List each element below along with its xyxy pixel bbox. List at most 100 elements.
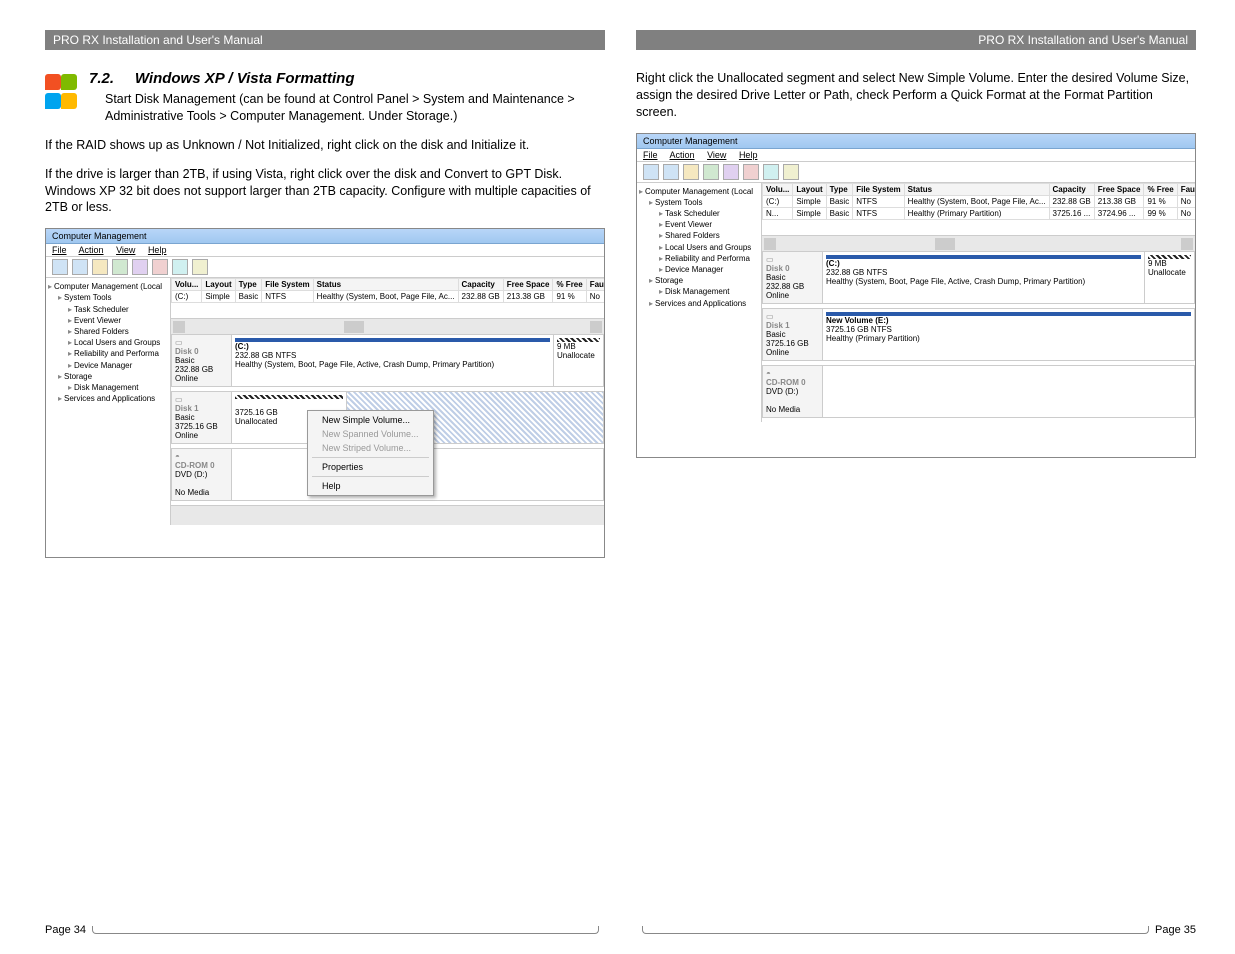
scroll-left-icon[interactable] [173, 321, 185, 333]
menu-view[interactable]: View [116, 245, 135, 255]
tree-item[interactable]: ▸Local Users and Groups [639, 242, 759, 253]
properties-icon[interactable] [132, 259, 148, 275]
disk-row[interactable]: ◓ CD-ROM 0 DVD (D:) No Media [762, 365, 1195, 418]
header-right: PRO RX Installation and User's Manual [636, 30, 1196, 50]
table-row[interactable]: N...SimpleBasicNTFSHealthy (Primary Part… [763, 207, 1196, 219]
back-icon[interactable] [52, 259, 68, 275]
menu-bar[interactable]: File Action View Help [46, 244, 604, 257]
menu-new-spanned-volume: New Spanned Volume... [308, 427, 433, 441]
refresh-icon[interactable] [703, 164, 719, 180]
column-header[interactable]: Status [904, 183, 1049, 195]
forward-icon[interactable] [72, 259, 88, 275]
table-row[interactable]: (C:)SimpleBasicNTFSHealthy (System, Boot… [172, 291, 605, 303]
extra-icon-1[interactable] [763, 164, 779, 180]
column-header[interactable]: Free Space [503, 279, 553, 291]
tree-item[interactable]: ▸Local Users and Groups [48, 337, 168, 348]
menu-file[interactable]: File [52, 245, 67, 255]
help-icon[interactable] [743, 164, 759, 180]
tree-item[interactable]: ▸Device Manager [48, 360, 168, 371]
forward-icon[interactable] [663, 164, 679, 180]
menu-action[interactable]: Action [670, 150, 695, 160]
tree-item[interactable]: ▸Event Viewer [639, 219, 759, 230]
tree-item[interactable]: ▸Storage [639, 275, 759, 286]
section-title: 7.2. Windows XP / Vista Formatting [45, 70, 605, 87]
extra-icon-2[interactable] [192, 259, 208, 275]
menu-action[interactable]: Action [79, 245, 104, 255]
scrollbar[interactable] [762, 235, 1195, 251]
tree-item[interactable]: ▸Device Manager [639, 264, 759, 275]
tree-item[interactable]: ▸Reliability and Performa [639, 253, 759, 264]
tree-item[interactable]: ▸Computer Management (Local [639, 186, 759, 197]
tree-item[interactable]: ▸Shared Folders [48, 326, 168, 337]
help-icon[interactable] [152, 259, 168, 275]
disk-row[interactable]: ▭ Disk 1 Basic 3725.16 GB Online 3725.16… [171, 391, 604, 444]
para-raid: If the RAID shows up as Unknown / Not In… [45, 137, 605, 154]
toolbar[interactable] [637, 162, 1195, 183]
menu-help[interactable]: Help [148, 245, 167, 255]
column-header[interactable]: Layout [202, 279, 235, 291]
menu-file[interactable]: File [643, 150, 658, 160]
para-gpt: If the drive is larger than 2TB, if usin… [45, 166, 605, 217]
tree-item[interactable]: ▸Services and Applications [639, 298, 759, 309]
column-header[interactable]: Capacity [458, 279, 503, 291]
column-header[interactable]: File System [262, 279, 313, 291]
up-icon[interactable] [683, 164, 699, 180]
menu-bar[interactable]: File Action View Help [637, 149, 1195, 162]
column-header[interactable]: File System [853, 183, 904, 195]
volume-table[interactable]: Volu...LayoutTypeFile SystemStatusCapaci… [171, 278, 604, 303]
menu-new-simple-volume[interactable]: New Simple Volume... [308, 413, 433, 427]
column-header[interactable]: Status [313, 279, 458, 291]
scroll-right-icon[interactable] [1181, 238, 1193, 250]
tree-item[interactable]: ▸System Tools [48, 292, 168, 303]
menu-help[interactable]: Help [308, 479, 433, 493]
scroll-right-icon[interactable] [590, 321, 602, 333]
scrollbar[interactable] [171, 318, 604, 334]
disk-pane: ▭ Disk 0 Basic 232.88 GB Online (C:) 232… [171, 334, 604, 501]
menu-view[interactable]: View [707, 150, 726, 160]
tree-item[interactable]: ▸Services and Applications [48, 393, 168, 404]
tree-item[interactable]: ▸Task Scheduler [48, 304, 168, 315]
column-header[interactable]: % Free [1144, 183, 1177, 195]
back-icon[interactable] [643, 164, 659, 180]
column-header[interactable]: % Free [553, 279, 586, 291]
tree-item[interactable]: ▸Shared Folders [639, 230, 759, 241]
volume-table[interactable]: Volu...LayoutTypeFile SystemStatusCapaci… [762, 183, 1195, 220]
disk-pane: ▭ Disk 0 Basic 232.88 GB Online (C:) 232… [762, 251, 1195, 418]
tree-item[interactable]: ▸Disk Management [639, 286, 759, 297]
column-header[interactable]: Volu... [172, 279, 202, 291]
table-row[interactable]: (C:)SimpleBasicNTFSHealthy (System, Boot… [763, 195, 1196, 207]
column-header[interactable]: Free Space [1094, 183, 1144, 195]
window-title: Computer Management [637, 134, 1195, 149]
scroll-thumb[interactable] [935, 238, 955, 250]
menu-properties[interactable]: Properties [308, 460, 433, 474]
column-header[interactable]: Type [826, 183, 853, 195]
disk-row[interactable]: ▭ Disk 0 Basic 232.88 GB Online (C:) 232… [762, 251, 1195, 304]
extra-icon-2[interactable] [783, 164, 799, 180]
scroll-thumb[interactable] [344, 321, 364, 333]
column-header[interactable]: Capacity [1049, 183, 1094, 195]
column-header[interactable]: Volu... [763, 183, 793, 195]
disk-row[interactable]: ▭ Disk 1 Basic 3725.16 GB Online New Vol… [762, 308, 1195, 361]
column-header[interactable]: Fault Toleran [586, 279, 604, 291]
column-header[interactable]: Type [235, 279, 262, 291]
disk-row[interactable]: ▭ Disk 0 Basic 232.88 GB Online (C:) 232… [171, 334, 604, 387]
nav-tree[interactable]: ▸Computer Management (Local▸System Tools… [46, 278, 171, 525]
tree-item[interactable]: ▸Computer Management (Local [48, 281, 168, 292]
column-header[interactable]: Layout [793, 183, 826, 195]
context-menu[interactable]: New Simple Volume... New Spanned Volume.… [307, 410, 434, 496]
tree-item[interactable]: ▸Storage [48, 371, 168, 382]
properties-icon[interactable] [723, 164, 739, 180]
tree-item[interactable]: ▸System Tools [639, 197, 759, 208]
tree-item[interactable]: ▸Reliability and Performa [48, 348, 168, 359]
toolbar[interactable] [46, 257, 604, 278]
nav-tree[interactable]: ▸Computer Management (Local▸System Tools… [637, 183, 762, 422]
tree-item[interactable]: ▸Task Scheduler [639, 208, 759, 219]
tree-item[interactable]: ▸Event Viewer [48, 315, 168, 326]
up-icon[interactable] [92, 259, 108, 275]
tree-item[interactable]: ▸Disk Management [48, 382, 168, 393]
extra-icon-1[interactable] [172, 259, 188, 275]
refresh-icon[interactable] [112, 259, 128, 275]
scroll-left-icon[interactable] [764, 238, 776, 250]
column-header[interactable]: Fault Toleran [1177, 183, 1195, 195]
menu-help[interactable]: Help [739, 150, 758, 160]
